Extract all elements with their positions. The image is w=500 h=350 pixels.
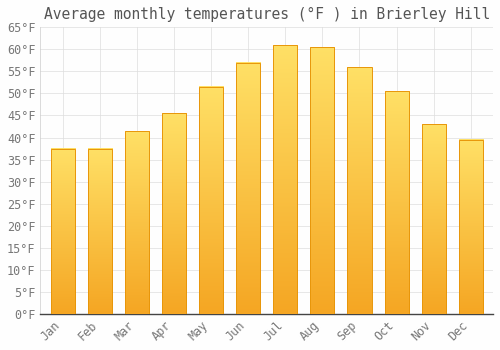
Bar bbox=[236, 63, 260, 314]
Bar bbox=[348, 67, 372, 314]
Bar bbox=[458, 140, 483, 314]
Bar bbox=[384, 91, 408, 314]
Bar bbox=[88, 148, 112, 314]
Bar bbox=[162, 113, 186, 314]
Bar bbox=[162, 113, 186, 314]
Bar bbox=[50, 148, 74, 314]
Bar bbox=[273, 45, 297, 314]
Bar bbox=[236, 63, 260, 314]
Bar bbox=[384, 91, 408, 314]
Bar bbox=[422, 124, 446, 314]
Bar bbox=[199, 87, 223, 314]
Bar bbox=[273, 45, 297, 314]
Bar bbox=[422, 124, 446, 314]
Bar bbox=[50, 148, 74, 314]
Bar bbox=[88, 148, 112, 314]
Bar bbox=[310, 47, 334, 314]
Bar bbox=[199, 87, 223, 314]
Bar bbox=[310, 47, 334, 314]
Bar bbox=[458, 140, 483, 314]
Bar bbox=[124, 131, 149, 314]
Bar bbox=[348, 67, 372, 314]
Title: Average monthly temperatures (°F ) in Brierley Hill: Average monthly temperatures (°F ) in Br… bbox=[44, 7, 490, 22]
Bar bbox=[124, 131, 149, 314]
